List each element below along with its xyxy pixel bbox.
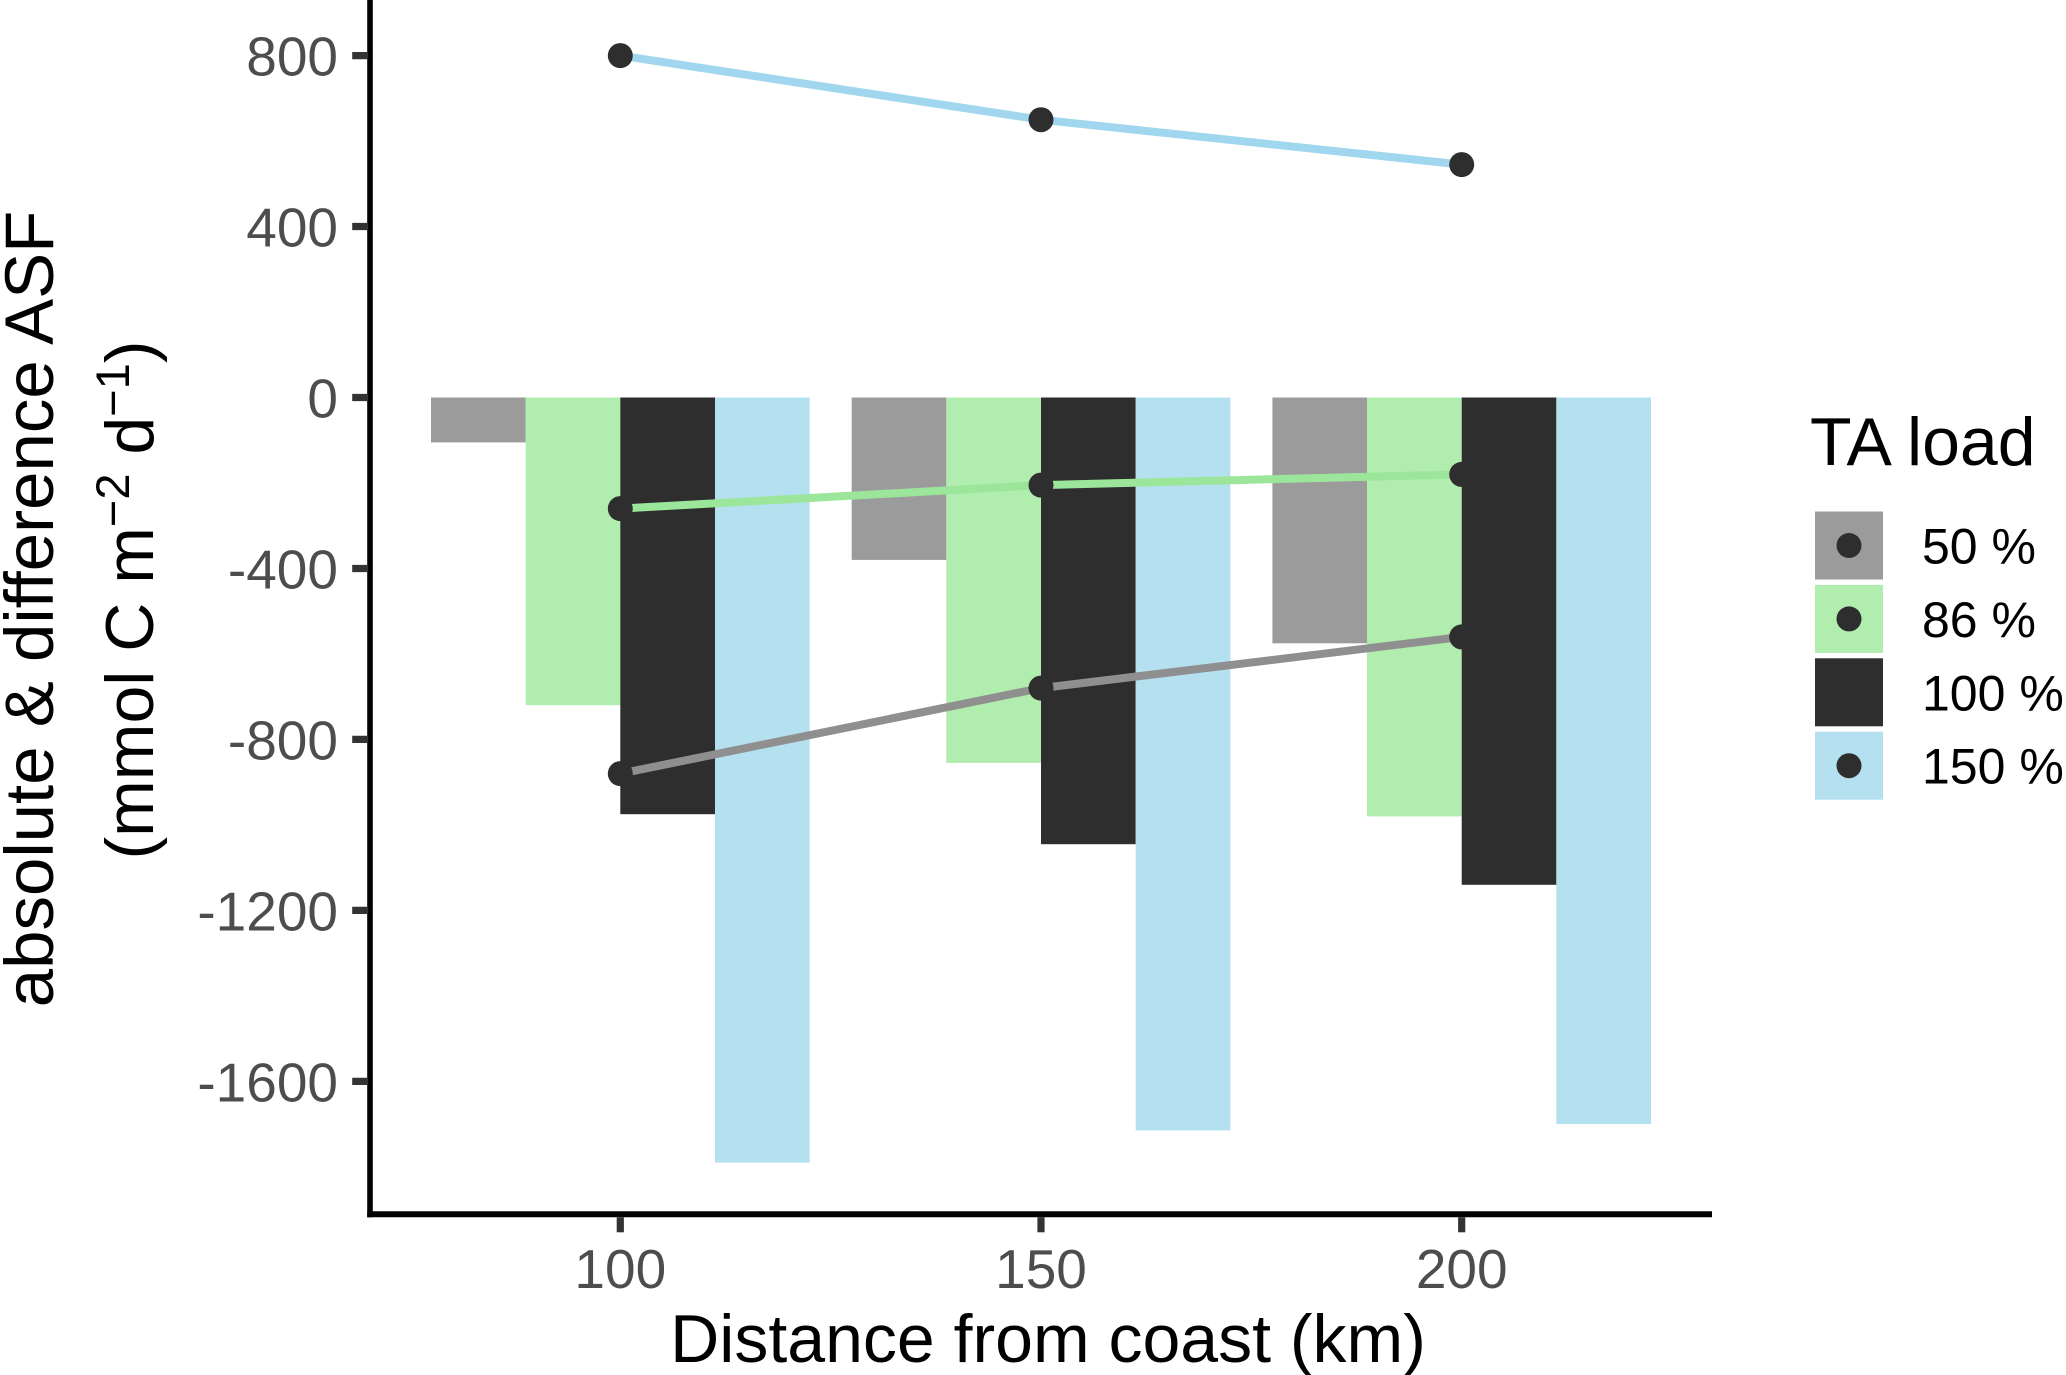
y-axis-title-segment: ) <box>92 341 168 364</box>
y-tick-label--800: -800 <box>228 709 338 771</box>
point-50%-150km <box>1028 675 1054 701</box>
bar-150%-200km <box>1556 397 1651 1125</box>
bar-50%-200km <box>1272 397 1368 644</box>
point-86%-100km <box>607 496 633 522</box>
bar-100%-200km <box>1461 397 1557 885</box>
legend-label-50%: 50 % <box>1922 519 2036 575</box>
bar-150%-100km <box>715 397 810 1163</box>
bar-100%-100km <box>620 397 715 815</box>
legend-label-86%: 86 % <box>1922 592 2036 648</box>
y-tick-label-400: 400 <box>246 197 338 259</box>
y-axis-title-superscript: −1 <box>86 363 139 417</box>
legend-title: TA load <box>1810 404 2036 480</box>
y-axis-title-superscript: −2 <box>86 473 139 527</box>
bars-layer <box>431 397 1651 1163</box>
point-150%-100km <box>607 43 633 69</box>
bar-100%-150km <box>1041 397 1136 845</box>
y-tick-label--400: -400 <box>228 539 338 601</box>
x-tick-label-150: 150 <box>995 1238 1087 1300</box>
y-tick-label-800: 800 <box>246 26 338 88</box>
y-tick-label--1200: -1200 <box>197 880 338 942</box>
bar-50%-100km <box>431 397 526 443</box>
point-150%-150km <box>1028 107 1054 133</box>
x-tick-label-200: 200 <box>1416 1238 1508 1300</box>
legend-key-dot-100% <box>1836 679 1862 705</box>
point-50%-100km <box>607 761 633 787</box>
point-150%-200km <box>1449 152 1475 178</box>
y-tick-label-0: 0 <box>307 368 338 430</box>
y-axis-title-line1: absolute & difference ASF <box>0 211 68 1008</box>
legend-key-dot-86% <box>1836 606 1862 632</box>
axis-titles-layer: Distance from coast (km) absolute & diffe… <box>0 211 1426 1375</box>
bar-86%-200km <box>1367 397 1462 817</box>
x-axis-title: Distance from coast (km) <box>670 1301 1426 1375</box>
legend-label-100%: 100 % <box>1922 665 2064 721</box>
point-50%-200km <box>1449 624 1475 650</box>
x-tick-label-100: 100 <box>574 1238 666 1300</box>
points-layer <box>607 43 1475 787</box>
point-86%-200km <box>1449 461 1475 487</box>
bar-50%-150km <box>851 397 947 560</box>
y-axis-title-segment: (mmol C m <box>92 527 168 859</box>
legend: TA load 50 % 86 % 100 % 150 % <box>1810 404 2064 800</box>
y-axis-title-line2: (mmol C m−2 d−1) <box>86 341 168 860</box>
bar-150%-150km <box>1135 397 1231 1131</box>
axes-layer: 800 400 0 -400 -800 -1200 -1600 100 150 200 <box>197 0 1712 1300</box>
point-86%-150km <box>1028 472 1054 498</box>
y-tick-label--1600: -1600 <box>197 1051 338 1113</box>
y-axis-title-segment: d <box>92 417 168 474</box>
legend-key-dot-50% <box>1836 533 1862 558</box>
legend-label-150%: 150 % <box>1922 739 2064 795</box>
bar-86%-100km <box>525 397 621 706</box>
legend-key-dot-150% <box>1836 753 1862 779</box>
